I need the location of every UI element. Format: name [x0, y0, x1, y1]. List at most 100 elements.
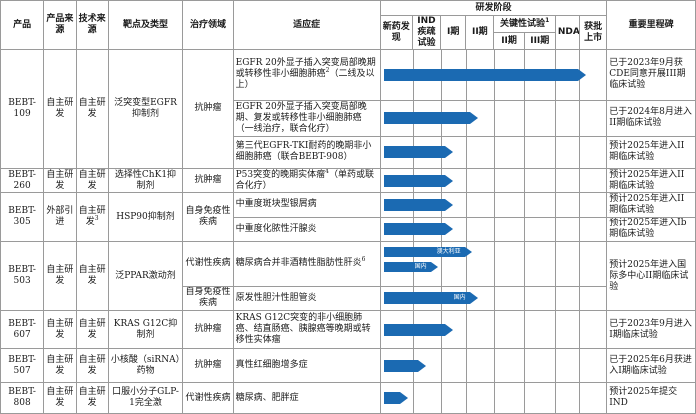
milestone: 已于2023年9月获CDE同意开展III期临床试验 — [606, 49, 696, 101]
table-row: BEBT-260 自主研发 自主研发 选择性ChK1抑制剂 抗肿瘤 P53突变的晚期实体瘤… — [0, 167, 696, 194]
progress-bar — [383, 146, 453, 159]
milestone: 已于2023年9月进入I期临床试验 — [606, 310, 696, 350]
header-pivotal-phase2: II期 — [493, 32, 525, 50]
product-source: 自主研发 — [43, 167, 77, 194]
stage-divider — [554, 383, 556, 413]
stage-progress-cell — [379, 192, 608, 218]
progress-bar — [383, 174, 453, 187]
product-source: 外部引进 — [43, 192, 77, 243]
target-type: 选择性ChK1抑制剂 — [107, 167, 184, 194]
indication-text: 中重度斑块型银屑病 — [235, 199, 317, 210]
tech-source-text: 自主研发 — [78, 97, 106, 119]
header-pivotal-label: 关键性试验 — [500, 18, 546, 29]
milestone: 已于2024年8月进入II期临床试验 — [606, 99, 696, 138]
indication: 糖尿病、肥胖症 — [232, 382, 381, 414]
stage-divider — [578, 311, 580, 348]
indication-text: EGFR 20外显子插入突变局部晚期或转移性非小细胞肺癌 — [235, 58, 376, 80]
stage-progress-cell: 国内 — [379, 285, 608, 312]
indication: EGFR 20外显子插入突变局部晚期、复发或转移性非小细胞肺癌（一线治疗，联合化… — [232, 99, 381, 138]
therapy-area: 抗肿瘤 — [182, 167, 234, 194]
indication-text: 糖尿病合并非酒精性脂肪性肝炎 — [235, 258, 362, 269]
indication: 第三代EGFR-TKI耐药的晚期非小细胞肺癌（联合BEBT-908） — [232, 136, 381, 169]
stage-progress-cell: 澳大利亚国内 — [379, 241, 608, 287]
stage-divider — [465, 383, 467, 413]
milestone: 预计2025年进入II期临床试验 — [606, 192, 696, 218]
tech-source-text: 自主研发 — [78, 265, 106, 287]
progress-bar: 国内 — [383, 292, 478, 305]
therapy-area: 抗肿瘤 — [182, 49, 234, 169]
stage-divider — [465, 169, 467, 192]
progress-bar — [383, 68, 586, 81]
header-area: 治疗领域 — [182, 0, 234, 50]
progress-bar — [383, 198, 453, 211]
target-type: HSP90抑制剂 — [107, 192, 184, 243]
milestone: 预计2025年进入II期临床试验 — [606, 167, 696, 194]
header-ind: IND疾疏试验 — [411, 15, 442, 50]
product-name: BEBT-305 — [0, 192, 45, 243]
tech-source: 自主研发 — [75, 348, 109, 384]
indication-text: EGFR 20外显子插入突变局部晚期、复发或转移性非小细胞肺癌（一线治疗，联合化… — [235, 101, 367, 134]
therapy-area: 自身免疫性疾病 — [182, 192, 234, 243]
table-row: 中重度化脓性汗腺炎 预计2025年进入Ib期临床试验 — [1, 216, 696, 243]
therapy-area: 代谢性疾病 — [182, 382, 234, 414]
stage-divider — [465, 311, 467, 348]
stage-progress-cell — [379, 382, 608, 414]
tech-source-sup: 3 — [94, 215, 99, 223]
stage-divider — [578, 287, 580, 310]
stage-divider — [493, 349, 495, 382]
product-source: 自主研发 — [43, 241, 77, 312]
header-approved: 获批上市 — [579, 15, 608, 50]
target-type: 泛PPAR激动剂 — [107, 241, 184, 312]
indication-sup: 2 — [325, 67, 330, 75]
stage-divider — [440, 349, 442, 382]
stage-divider — [578, 137, 580, 168]
indication: KRAS G12C突变的非小细胞肺癌、结直肠癌、胰腺癌等晚期或转移性实体瘤 — [232, 310, 381, 350]
stage-divider — [493, 287, 495, 310]
indication: 糖尿病合并非酒精性脂肪性肝炎6 — [232, 241, 381, 287]
tech-source: 自主研发 — [75, 241, 109, 312]
stage-divider — [493, 137, 495, 168]
table-row: BEBT-507 自主研发 自主研发 小核酸（siRNA）药物 抗肿瘤 真性红细胞增多症已… — [0, 348, 696, 384]
stage-divider — [493, 383, 495, 413]
stage-progress-cell — [379, 310, 608, 350]
progress-bar — [383, 112, 478, 125]
indication-text: KRAS G12C突变的非小细胞肺癌、结直肠癌、胰腺癌等晚期或转移性实体瘤 — [235, 313, 371, 346]
therapy-area: 抗肿瘤 — [182, 348, 234, 384]
tech-source-text: 自主研发 — [78, 206, 106, 228]
progress-bar: 澳大利亚 — [383, 247, 472, 258]
indication-sup: 4 — [325, 168, 329, 175]
stage-divider — [440, 242, 442, 286]
header-product-source: 产品来源 — [43, 0, 77, 50]
stage-divider — [554, 242, 556, 286]
indication-text: 原发性胆汁性胆管炎 — [235, 292, 317, 303]
tech-source-text: 自主研发 — [78, 318, 106, 340]
progress-bar-label: 国内 — [414, 263, 427, 271]
stage-divider — [523, 287, 525, 310]
indication: P53突变的晚期实体瘤4（单药或联合化疗） — [232, 167, 381, 194]
indication-text: 中重度化脓性汗腺炎 — [235, 223, 317, 234]
milestone: 已于2025年6月获进入I期临床试验 — [606, 348, 696, 384]
stage-divider — [493, 101, 495, 136]
indication: 中重度斑块型银屑病 — [232, 192, 381, 218]
header-indication: 适应症 — [232, 0, 381, 50]
stage-divider — [493, 193, 495, 217]
stage-divider — [493, 218, 495, 241]
tech-source: 自主研发 — [75, 382, 109, 414]
stage-divider — [578, 349, 580, 382]
stage-divider — [523, 349, 525, 382]
table-row: BEBT-109 自主研发 自主研发 泛突变型EGFR抑制剂 抗肿瘤 EGFR 20外显子… — [0, 49, 696, 169]
header-pivotal-phase3: III期 — [523, 32, 556, 50]
progress-bar: 国内 — [383, 262, 438, 273]
stage-divider — [465, 137, 467, 168]
indication-text: 第三代EGFR-TKI耐药的晚期非小细胞肺癌（联合BEBT-908） — [235, 141, 372, 163]
tech-source-text: 自主研发 — [78, 169, 106, 191]
indication: EGFR 20外显子插入突变局部晚期或转移性非小细胞肺癌2（二线及以上） — [232, 49, 381, 101]
table-row: BEBT-305 外部引进 自主研发3 HSP90抑制剂 自身免疫性疾病 中重度斑块型银屑… — [0, 192, 696, 243]
stage-divider — [465, 242, 467, 286]
header-pivotal: 关键性试验1 — [493, 15, 556, 33]
table-row: BEBT-607 自主研发 自主研发 KRAS G12C抑制剂 抗肿瘤 KRAS G12C… — [0, 310, 696, 350]
header-product: 产品 — [0, 0, 45, 50]
header-milestone: 重要里程碑 — [606, 0, 696, 50]
stage-divider — [523, 311, 525, 348]
stage-divider — [523, 169, 525, 192]
